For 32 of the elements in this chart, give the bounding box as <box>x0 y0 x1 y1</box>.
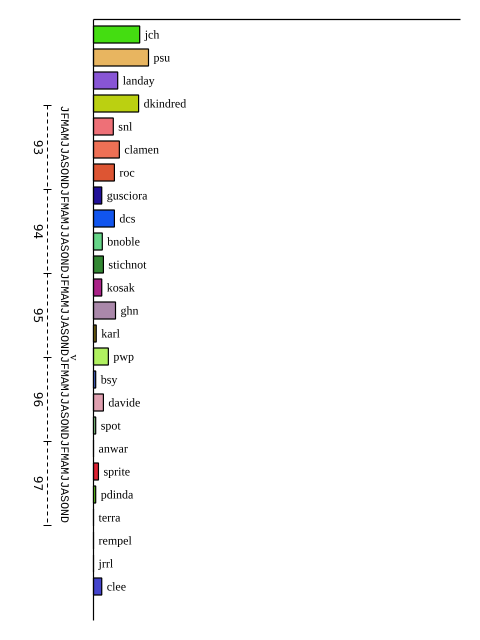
y-tick-label: jch <box>144 28 160 42</box>
y-tick-label: dcs <box>119 212 136 226</box>
y-tick-label: roc <box>119 166 135 180</box>
text: 94 <box>31 224 45 240</box>
y-tick-label: rempel <box>98 534 132 548</box>
y-tick-label: pwp <box>113 350 134 364</box>
text: 97 <box>31 476 45 492</box>
y-tick-label: gusciora <box>106 188 148 202</box>
y-tick-label: anwar <box>98 442 128 456</box>
y-tick-label: stichnot <box>108 258 148 272</box>
y-tick-label: bsy <box>100 372 118 386</box>
y-tick-label: sprite <box>103 464 130 478</box>
y-tick-label: ghn <box>120 304 138 318</box>
y-tick-label: davide <box>108 396 140 410</box>
text: 96 <box>31 392 45 408</box>
y-tick-label: karl <box>101 326 121 340</box>
text: JFMAMJJASONDJFMAMJJASONDJFMAMJJASONDJFMAMJJASONDJFMAMJJASOND <box>57 106 70 523</box>
text: 95 <box>31 308 45 324</box>
text: 93 <box>31 140 45 156</box>
y-tick-label: clee <box>106 580 126 594</box>
y-tick-label: pdinda <box>100 488 134 502</box>
y-tick-label: spot <box>100 418 122 432</box>
y-tick-label: psu <box>154 50 170 64</box>
y-tick-label: snl <box>118 120 133 134</box>
y-tick-label: landay <box>122 74 155 88</box>
text: v <box>68 354 82 360</box>
y-tick-label: bnoble <box>107 234 140 248</box>
y-tick-label: dkindred <box>144 96 186 110</box>
y-tick-label: clamen <box>124 142 160 156</box>
y-tick-label: kosak <box>106 280 135 294</box>
y-tick-label: terra <box>98 510 122 524</box>
y-tick-label: jrrl <box>98 556 114 570</box>
